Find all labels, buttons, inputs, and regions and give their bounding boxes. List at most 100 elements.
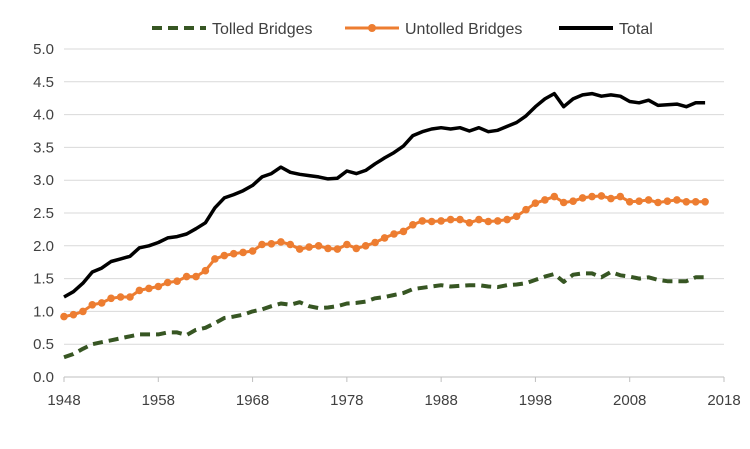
series-point xyxy=(673,196,681,204)
y-tick-label: 0.5 xyxy=(33,336,54,353)
series-point xyxy=(541,196,549,204)
series-point xyxy=(446,215,455,224)
x-tick-label: 1978 xyxy=(330,392,363,409)
y-tick-label: 3.5 xyxy=(33,139,54,156)
legend-label-tolled: Tolled Bridges xyxy=(212,21,313,38)
x-tick-label: 1948 xyxy=(47,392,80,409)
x-tick-label: 1958 xyxy=(142,392,175,409)
series-point xyxy=(399,227,408,236)
y-tick-label: 0.0 xyxy=(33,369,54,386)
series-point xyxy=(588,192,596,201)
series-line-1 xyxy=(63,194,706,319)
series-point xyxy=(97,299,106,307)
series-point xyxy=(333,245,342,253)
series-point xyxy=(173,277,181,286)
series-point xyxy=(305,243,313,251)
series-point xyxy=(390,230,398,238)
y-tick-label: 2.5 xyxy=(33,205,54,222)
x-axis-labels: 1948 1958 1968 1978 1988 1998 2008 2018 xyxy=(47,377,741,409)
series-point xyxy=(145,284,153,293)
series-point xyxy=(427,217,436,226)
series-point xyxy=(380,234,389,242)
y-tick-label: 1.5 xyxy=(33,271,54,288)
y-axis-labels: 0.0 0.5 1.0 1.5 2.0 2.5 3.0 3.5 4.0 4.5 5.0 xyxy=(33,41,54,386)
x-tick-label: 1968 xyxy=(236,392,269,409)
series-point xyxy=(644,196,653,204)
legend-marker-untolled xyxy=(368,24,376,32)
series-point xyxy=(550,192,559,201)
y-tick-label: 2.0 xyxy=(33,238,54,255)
series-point xyxy=(578,194,587,202)
series-point xyxy=(60,312,68,321)
series-point xyxy=(88,301,97,309)
series-point xyxy=(229,249,238,258)
x-tick-label: 1998 xyxy=(519,392,552,409)
series-point xyxy=(107,294,115,303)
series-point xyxy=(682,198,691,206)
series-point xyxy=(79,307,87,316)
series-point xyxy=(192,272,200,281)
y-tick-label: 1.0 xyxy=(33,303,54,320)
series-point xyxy=(135,286,144,295)
gridlines xyxy=(64,48,724,345)
series-point xyxy=(663,197,672,205)
series-point xyxy=(531,199,540,207)
series-point xyxy=(361,242,370,250)
y-tick-label: 4.5 xyxy=(33,74,54,91)
series-point xyxy=(475,215,483,224)
series-point xyxy=(625,198,634,206)
series-point xyxy=(522,205,530,214)
series-point xyxy=(437,217,445,225)
legend-item-tolled: Tolled Bridges xyxy=(152,21,313,38)
series-point xyxy=(295,245,304,253)
series-point xyxy=(154,282,163,291)
series-point xyxy=(352,244,361,253)
x-tick-label: 2008 xyxy=(613,392,646,409)
series-point xyxy=(607,194,615,203)
series-point xyxy=(343,240,351,249)
series-point xyxy=(211,255,219,263)
series-point xyxy=(220,251,229,260)
series-layer xyxy=(60,91,709,360)
series-point xyxy=(69,310,78,319)
series-point xyxy=(503,215,511,224)
series-point xyxy=(258,240,266,249)
legend-label-untolled: Untolled Bridges xyxy=(405,21,522,38)
series-point xyxy=(126,293,134,301)
y-tick-label: 5.0 xyxy=(33,41,54,58)
series-point xyxy=(201,266,210,275)
series-point xyxy=(163,278,172,287)
legend-label-total: Total xyxy=(619,21,653,38)
legend-item-total: Total xyxy=(559,21,653,38)
series-point xyxy=(493,217,502,225)
series-point xyxy=(286,240,295,249)
x-tick-label: 1988 xyxy=(424,392,457,409)
series-point xyxy=(484,217,493,226)
series-point xyxy=(512,212,521,221)
series-point xyxy=(116,293,125,301)
series-point xyxy=(409,221,417,229)
series-point xyxy=(371,238,379,247)
series-line-2 xyxy=(63,91,706,299)
y-tick-label: 4.0 xyxy=(33,107,54,124)
series-point xyxy=(248,247,257,255)
series-point xyxy=(654,198,662,207)
series-point xyxy=(267,240,276,248)
series-point xyxy=(465,219,474,227)
series-point xyxy=(456,215,464,224)
series-point xyxy=(324,244,332,253)
series-point xyxy=(691,198,700,206)
series-point xyxy=(314,242,323,250)
series-point xyxy=(559,198,568,207)
series-point xyxy=(418,217,427,225)
y-tick-label: 3.0 xyxy=(33,172,54,189)
series-point xyxy=(701,198,709,206)
legend: Tolled Bridges Untolled Bridges Total xyxy=(152,21,653,38)
series-point xyxy=(239,248,247,257)
legend-item-untolled: Untolled Bridges xyxy=(345,21,522,38)
series-point xyxy=(635,197,643,205)
series-point xyxy=(597,192,606,200)
series-point xyxy=(182,272,191,281)
x-tick-label: 2018 xyxy=(707,392,740,409)
